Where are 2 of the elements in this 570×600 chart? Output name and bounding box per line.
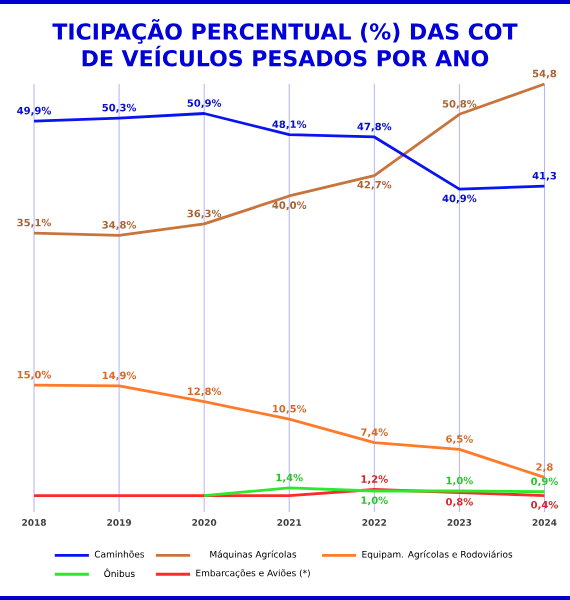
chart-subtitle: DE VEÍCULOS PESADOS POR ANO [82, 45, 489, 67]
chart-title: TICIPAÇÃO PERCENTUAL (%) DAS COT [52, 19, 518, 44]
